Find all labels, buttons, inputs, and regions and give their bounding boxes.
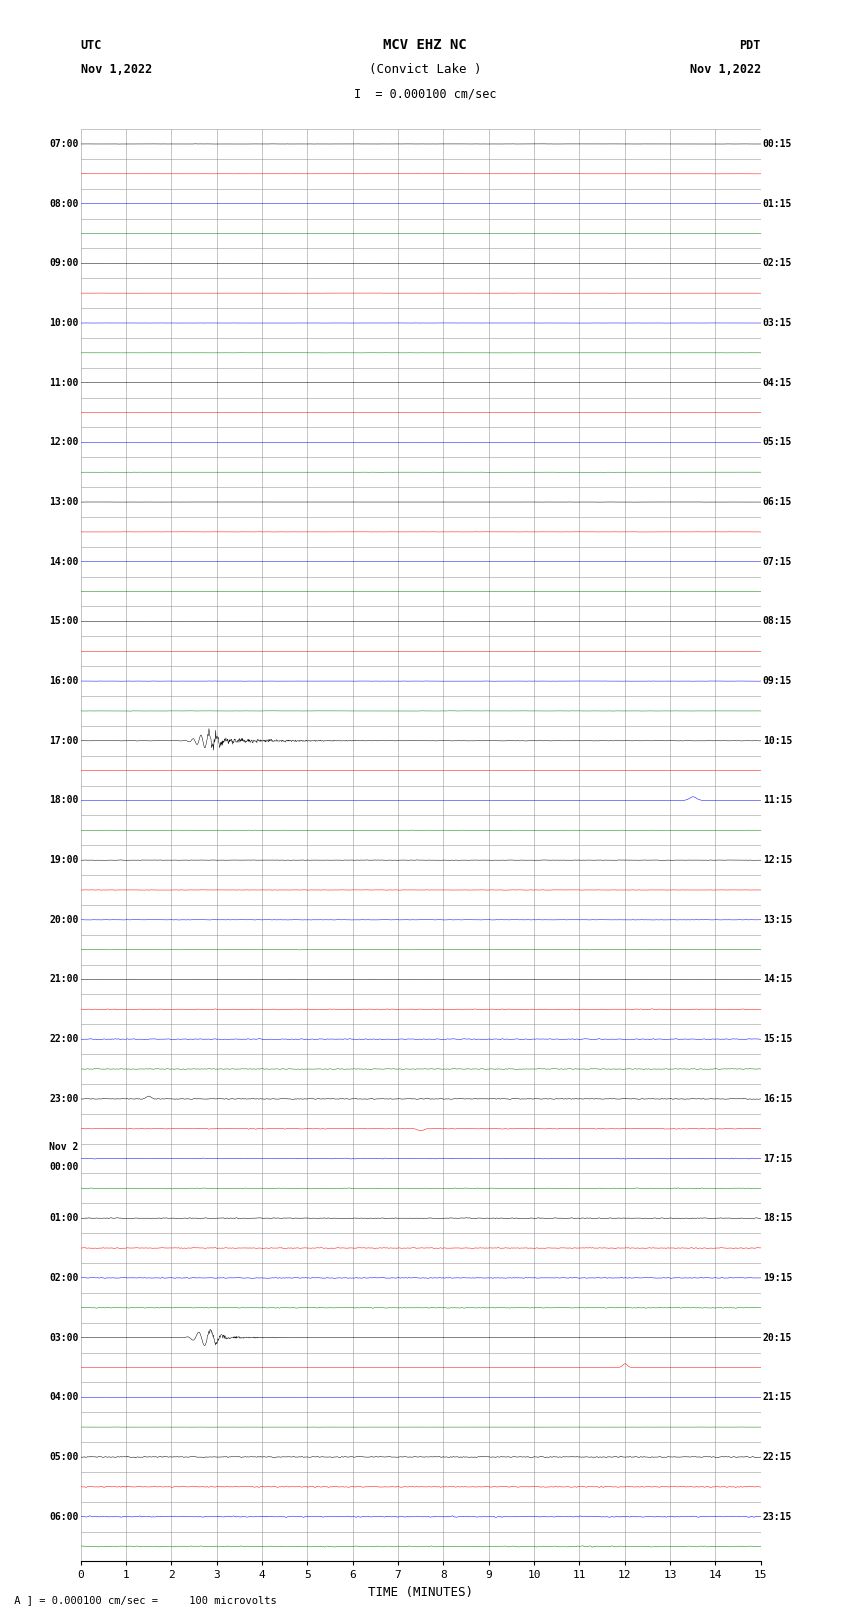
Text: 01:15: 01:15	[762, 198, 792, 208]
Text: 21:00: 21:00	[49, 974, 79, 984]
Text: 04:00: 04:00	[49, 1392, 79, 1402]
Text: 23:00: 23:00	[49, 1094, 79, 1103]
Text: Nov 2: Nov 2	[49, 1142, 79, 1152]
Text: 08:15: 08:15	[762, 616, 792, 626]
Text: 12:15: 12:15	[762, 855, 792, 865]
Text: 07:00: 07:00	[49, 139, 79, 148]
Text: Nov 1,2022: Nov 1,2022	[81, 63, 152, 76]
Text: 21:15: 21:15	[762, 1392, 792, 1402]
Text: 10:15: 10:15	[762, 736, 792, 745]
Text: 20:00: 20:00	[49, 915, 79, 924]
Text: A ] = 0.000100 cm/sec =     100 microvolts: A ] = 0.000100 cm/sec = 100 microvolts	[8, 1595, 277, 1605]
Text: UTC: UTC	[81, 39, 102, 52]
Text: 17:00: 17:00	[49, 736, 79, 745]
Text: 09:00: 09:00	[49, 258, 79, 268]
Text: 13:00: 13:00	[49, 497, 79, 506]
Text: 16:00: 16:00	[49, 676, 79, 686]
Text: 03:00: 03:00	[49, 1332, 79, 1342]
Text: Nov 1,2022: Nov 1,2022	[689, 63, 761, 76]
Text: 00:15: 00:15	[762, 139, 792, 148]
Text: MCV EHZ NC: MCV EHZ NC	[383, 37, 467, 52]
Text: 05:00: 05:00	[49, 1452, 79, 1461]
Text: 10:00: 10:00	[49, 318, 79, 327]
Text: 07:15: 07:15	[762, 556, 792, 566]
Text: (Convict Lake ): (Convict Lake )	[369, 63, 481, 76]
Text: 22:00: 22:00	[49, 1034, 79, 1044]
Text: 13:15: 13:15	[762, 915, 792, 924]
Text: 18:15: 18:15	[762, 1213, 792, 1223]
Text: 11:15: 11:15	[762, 795, 792, 805]
Text: 02:00: 02:00	[49, 1273, 79, 1282]
Text: 09:15: 09:15	[762, 676, 792, 686]
Text: 23:15: 23:15	[762, 1511, 792, 1521]
Text: 03:15: 03:15	[762, 318, 792, 327]
Text: I  = 0.000100 cm/sec: I = 0.000100 cm/sec	[354, 87, 496, 100]
Text: 02:15: 02:15	[762, 258, 792, 268]
Text: 08:00: 08:00	[49, 198, 79, 208]
Text: 11:00: 11:00	[49, 377, 79, 387]
Text: 04:15: 04:15	[762, 377, 792, 387]
Text: 20:15: 20:15	[762, 1332, 792, 1342]
Text: 14:00: 14:00	[49, 556, 79, 566]
Text: 17:15: 17:15	[762, 1153, 792, 1163]
Text: 06:15: 06:15	[762, 497, 792, 506]
Text: 05:15: 05:15	[762, 437, 792, 447]
Text: PDT: PDT	[740, 39, 761, 52]
Text: 19:00: 19:00	[49, 855, 79, 865]
Text: 00:00: 00:00	[49, 1163, 79, 1173]
Text: 15:00: 15:00	[49, 616, 79, 626]
Text: 18:00: 18:00	[49, 795, 79, 805]
Text: 22:15: 22:15	[762, 1452, 792, 1461]
Text: 15:15: 15:15	[762, 1034, 792, 1044]
Text: 06:00: 06:00	[49, 1511, 79, 1521]
Text: 14:15: 14:15	[762, 974, 792, 984]
Text: 19:15: 19:15	[762, 1273, 792, 1282]
X-axis label: TIME (MINUTES): TIME (MINUTES)	[368, 1586, 473, 1598]
Text: 01:00: 01:00	[49, 1213, 79, 1223]
Text: 12:00: 12:00	[49, 437, 79, 447]
Text: 16:15: 16:15	[762, 1094, 792, 1103]
